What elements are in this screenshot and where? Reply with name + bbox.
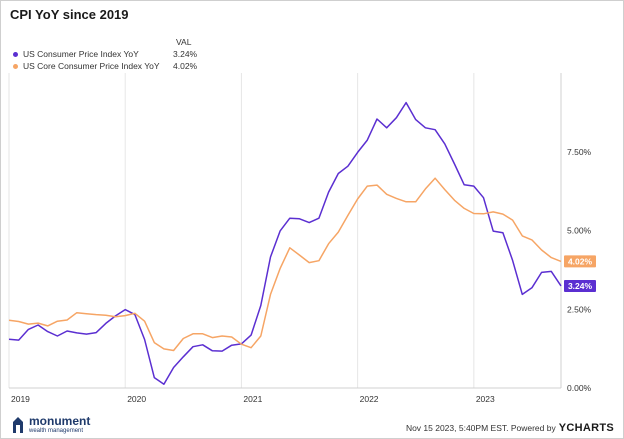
- x-tick-label: 2019: [11, 394, 30, 404]
- chart-title: CPI YoY since 2019: [10, 7, 129, 22]
- series-line-0: [8, 101, 562, 385]
- end-value-label-1: 4.02%: [568, 256, 593, 266]
- legend-entry-cpi[interactable]: US Consumer Price Index YoY 3.24%: [13, 49, 197, 59]
- legend-value-cpi: 3.24%: [173, 49, 198, 59]
- y-tick-label: 5.00%: [567, 226, 592, 236]
- legend-value-core-cpi: 4.02%: [173, 61, 198, 71]
- end-value-label-0: 3.24%: [568, 281, 593, 291]
- end-value-badge-1: [564, 255, 596, 268]
- brand-name: monument: [29, 414, 91, 428]
- legend-dot-core-cpi: [13, 63, 18, 69]
- series-line-1: [8, 177, 562, 352]
- x-tick-label: 2020: [127, 394, 146, 404]
- end-value-badge-0: [564, 279, 596, 292]
- y-tick-label: 2.50%: [567, 304, 592, 314]
- chart-plot: 2019 2020 2021 2022 2023 0.00% 2.50% 5.00% 7.50%…: [8, 73, 596, 404]
- x-tick-label: 2022: [360, 394, 379, 404]
- y-tick-label: 7.50%: [567, 147, 592, 157]
- legend-label-cpi: US Consumer Price Index YoY: [23, 49, 139, 59]
- legend-dot-cpi: [13, 51, 18, 57]
- brand-logo: monument wealth management: [10, 415, 90, 434]
- y-tick-label: 0.00%: [567, 383, 592, 393]
- legend-value-header: VAL: [176, 37, 192, 47]
- footer-timestamp: Nov 15 2023, 5:40PM EST. Powered by: [405, 423, 556, 433]
- ycharts-logo[interactable]: YCHARTS: [558, 422, 614, 434]
- x-tick-label: 2023: [476, 394, 495, 404]
- monument-logo-icon: [13, 416, 23, 433]
- legend-label-core-cpi: US Core Consumer Price Index YoY: [23, 61, 160, 71]
- x-tick-label: 2021: [243, 394, 262, 404]
- brand-tagline: wealth management: [29, 428, 84, 434]
- legend-entry-core-cpi[interactable]: US Core Consumer Price Index YoY 4.02%: [13, 61, 197, 71]
- footer-attribution: Nov 15 2023, 5:40PM EST. Powered by YCHA…: [406, 422, 614, 434]
